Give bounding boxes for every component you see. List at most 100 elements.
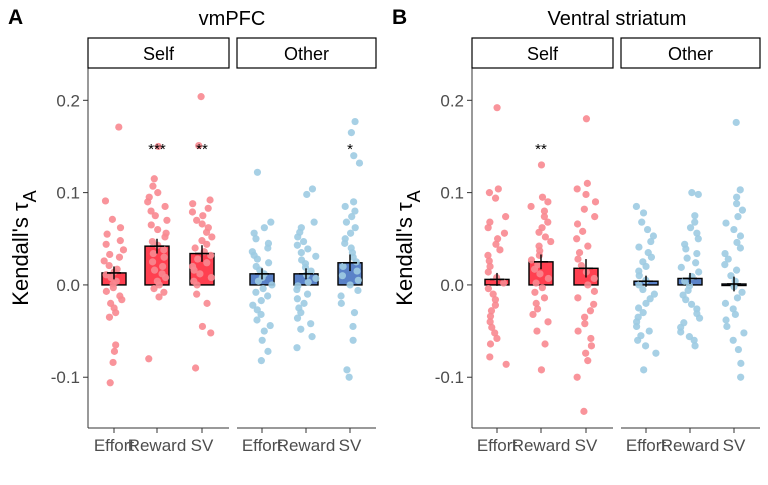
data-point (529, 310, 537, 319)
data-point (634, 304, 643, 312)
x-tick-label: Effort (626, 436, 667, 455)
data-point (586, 307, 595, 315)
data-point (693, 249, 701, 258)
y-axis-label-symbol: τ (392, 202, 417, 211)
data-point (491, 296, 500, 304)
data-point (300, 299, 308, 307)
data-point (573, 235, 581, 243)
significance-label: ** (196, 141, 208, 158)
data-point (639, 285, 647, 294)
data-point (729, 336, 737, 344)
data-point (677, 328, 685, 336)
data-point (587, 342, 596, 350)
data-point (159, 262, 167, 271)
data-point (721, 261, 729, 269)
data-point (308, 185, 317, 193)
data-point (161, 233, 169, 241)
data-point (208, 233, 216, 241)
data-point (312, 274, 320, 283)
data-point (115, 123, 123, 131)
facet-strip (620, 37, 761, 69)
data-point (109, 284, 117, 292)
data-point (538, 193, 547, 201)
data-point (293, 241, 301, 249)
y-tick-label: 0.2 (56, 91, 80, 110)
y-tick-label: 0.1 (440, 184, 464, 203)
data-point (110, 347, 119, 355)
data-point (155, 293, 163, 301)
data-point (681, 277, 689, 285)
data-point (740, 329, 748, 337)
x-tick-label: Reward (661, 436, 720, 455)
data-point (530, 265, 539, 273)
data-point (486, 262, 494, 271)
data-point (191, 364, 200, 372)
data-point (485, 257, 493, 265)
data-point (638, 218, 646, 226)
data-point (249, 301, 257, 309)
data-point (531, 288, 539, 296)
data-point (193, 281, 201, 289)
data-point (544, 218, 552, 226)
data-point (502, 213, 510, 221)
data-point (297, 325, 305, 333)
data-point (500, 229, 509, 237)
data-point (582, 349, 590, 357)
y-tick-label: 0.0 (56, 276, 80, 295)
data-point (148, 258, 157, 266)
data-point (532, 279, 540, 287)
data-point (500, 279, 508, 287)
data-point (202, 228, 211, 236)
data-point (695, 314, 704, 322)
data-point (731, 310, 739, 319)
data-point (540, 213, 548, 221)
data-point (351, 207, 359, 215)
data-point (203, 299, 211, 307)
data-point (112, 309, 120, 317)
data-point (116, 237, 124, 245)
y-tick-label: -0.1 (435, 368, 464, 387)
data-point (253, 255, 262, 263)
data-point (484, 285, 492, 293)
data-point (484, 251, 492, 259)
data-point (150, 266, 159, 274)
data-point (691, 342, 699, 350)
data-point (338, 272, 347, 280)
data-point (150, 175, 158, 183)
data-point (540, 207, 549, 215)
data-point (573, 373, 581, 381)
data-point (533, 305, 542, 313)
data-point (160, 246, 168, 254)
data-point (198, 220, 206, 228)
data-point (105, 261, 113, 270)
facet-label: Self (143, 44, 175, 64)
data-point (307, 320, 315, 328)
data-point (493, 104, 501, 112)
data-point (736, 244, 745, 252)
data-point (254, 277, 263, 285)
data-point (541, 340, 549, 348)
data-point (252, 288, 260, 296)
data-point (582, 115, 591, 123)
data-point (575, 249, 584, 257)
panel-letter: B (392, 6, 407, 29)
data-point (301, 263, 310, 271)
data-point (581, 313, 589, 321)
data-point (347, 129, 355, 137)
data-point (260, 224, 268, 232)
data-point (535, 228, 543, 236)
panel-title: vmPFC (199, 8, 266, 30)
data-point (303, 190, 311, 199)
data-point (573, 185, 581, 193)
data-point (350, 309, 359, 317)
data-point (577, 261, 585, 270)
data-point (293, 344, 301, 352)
data-point (547, 237, 555, 246)
data-point (527, 202, 535, 211)
data-point (105, 313, 114, 321)
data-point (144, 198, 152, 206)
data-point (354, 276, 362, 284)
y-axis-label: Kendall's τA (392, 190, 424, 305)
data-point (635, 272, 643, 280)
x-tick-label: Reward (277, 436, 336, 455)
